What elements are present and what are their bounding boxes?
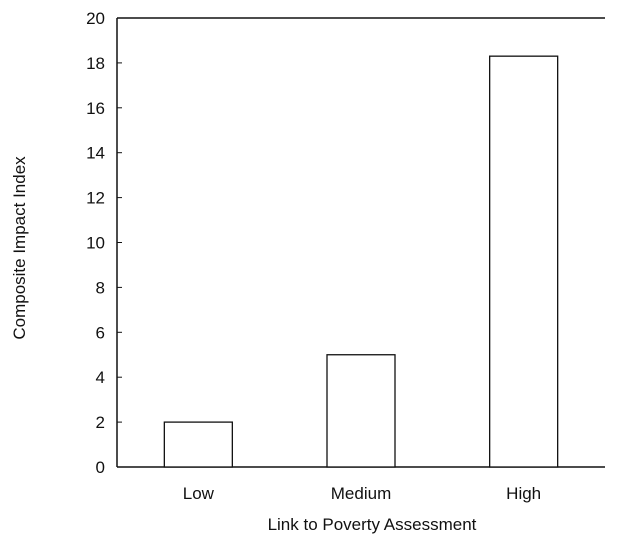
y-tick-label: 8 [96, 278, 105, 297]
y-tick-label: 6 [96, 323, 105, 342]
y-tick-label: 20 [86, 9, 105, 28]
y-tick-label: 18 [86, 54, 105, 73]
x-tick-label: Medium [331, 484, 391, 503]
y-axis: 0 2 4 6 8 10 12 14 16 18 20 [86, 9, 122, 477]
y-tick-label: 0 [96, 458, 105, 477]
x-axis: Low Medium High [183, 484, 541, 503]
bars [163, 55, 559, 468]
bar-medium [326, 354, 396, 468]
y-tick-label: 2 [96, 413, 105, 432]
y-tick-label: 16 [86, 99, 105, 118]
x-tick-label: High [506, 484, 541, 503]
bar-high [489, 55, 559, 468]
x-tick-label: Low [183, 484, 215, 503]
y-tick-label: 10 [86, 234, 105, 253]
y-tick-label: 12 [86, 189, 105, 208]
y-tick-label: 4 [96, 368, 105, 387]
x-axis-title: Link to Poverty Assessment [268, 515, 477, 534]
bar-low [163, 421, 233, 468]
y-axis-title: Composite Impact Index [10, 156, 29, 340]
y-tick-label: 14 [86, 144, 105, 163]
